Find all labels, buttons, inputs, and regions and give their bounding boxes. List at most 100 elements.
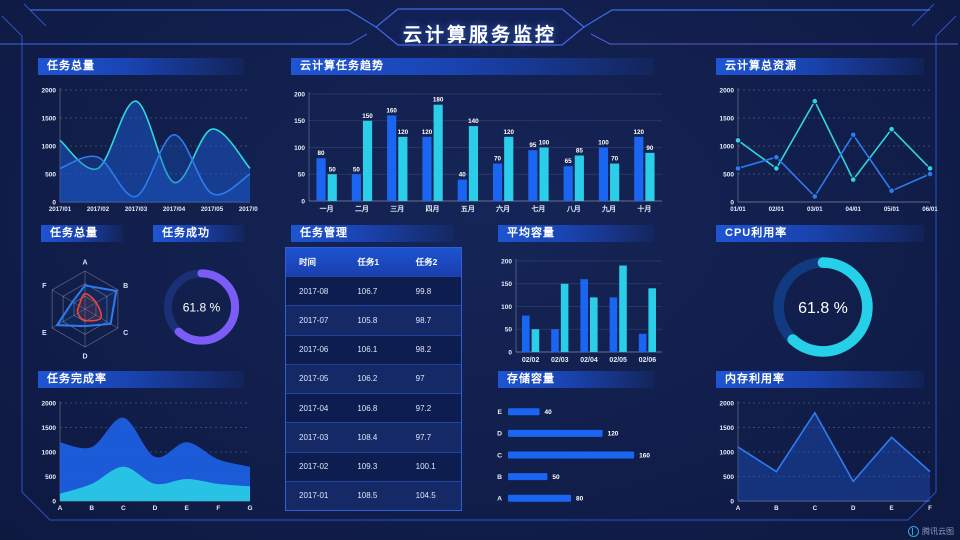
svg-text:04/01: 04/01 xyxy=(845,206,861,213)
table-cell: 2017-03 xyxy=(299,432,329,442)
svg-text:40: 40 xyxy=(545,409,553,416)
svg-text:G: G xyxy=(247,505,252,512)
svg-text:C: C xyxy=(121,505,126,512)
svg-text:500: 500 xyxy=(723,474,734,481)
svg-text:九月: 九月 xyxy=(601,204,616,213)
table-row: 2017-04 106.8 97.2 xyxy=(286,393,461,423)
table-cell: 106.1 xyxy=(357,345,378,355)
table-row: 2017-03 108.4 97.7 xyxy=(286,422,461,452)
svg-text:100: 100 xyxy=(294,145,305,152)
svg-text:1500: 1500 xyxy=(720,115,735,122)
panel-title: 任务管理 xyxy=(300,227,348,239)
svg-text:70: 70 xyxy=(494,156,502,163)
svg-text:2000: 2000 xyxy=(720,87,735,94)
svg-text:200: 200 xyxy=(294,91,305,98)
svg-text:F: F xyxy=(928,505,932,512)
svg-text:1500: 1500 xyxy=(42,115,57,122)
svg-text:八月: 八月 xyxy=(566,205,581,213)
panel-title: 任务完成率 xyxy=(47,373,107,385)
svg-text:E: E xyxy=(184,505,189,512)
table-cell: 2017-01 xyxy=(299,491,329,501)
svg-text:0: 0 xyxy=(301,198,305,205)
table-cell: 98.7 xyxy=(415,316,432,326)
panel-header-task-radar: 任务总量 xyxy=(41,225,123,242)
svg-text:D: D xyxy=(851,505,856,512)
svg-text:2017/01: 2017/01 xyxy=(49,206,72,213)
panel-header-cpu-usage: CPU利用率 xyxy=(716,225,924,242)
svg-text:2000: 2000 xyxy=(42,400,57,407)
svg-text:2017/03: 2017/03 xyxy=(125,206,148,213)
table-row: 2017-08 106.7 99.8 xyxy=(286,276,461,306)
table-cell: 2017-04 xyxy=(299,403,329,413)
panel-header-task-completion: 任务完成率 xyxy=(38,371,244,388)
panel-task-total-area: 任务总量 0 500 1000 1500 2000 2017/01 2017/02 2017/… xyxy=(30,58,262,216)
svg-text:E: E xyxy=(890,505,894,512)
panel-title: CPU利用率 xyxy=(725,227,788,239)
svg-text:七月: 七月 xyxy=(531,204,545,213)
chart-cloud-task-trend: 0 50 100 150 200 一月 80 50 二月 50 150 三月 160 120 四月 120 18… xyxy=(283,80,668,216)
svg-text:150: 150 xyxy=(294,118,305,125)
watermark-label: 腾讯云图 xyxy=(922,527,954,536)
panel-task-table: 任务管理 时间 任务1 任务2 2017-08 106.7 99.8 2017-07 105.… xyxy=(283,225,468,513)
svg-text:1500: 1500 xyxy=(720,425,735,432)
svg-text:500: 500 xyxy=(45,171,56,178)
svg-text:02/04: 02/04 xyxy=(580,357,598,364)
svg-text:1000: 1000 xyxy=(720,449,735,456)
svg-text:十月: 十月 xyxy=(637,204,651,213)
svg-text:A: A xyxy=(82,260,87,267)
svg-text:50: 50 xyxy=(505,327,513,334)
svg-text:1000: 1000 xyxy=(720,143,735,150)
tencent-cloud-watermark: 腾讯云图 xyxy=(908,526,954,537)
table-header-cell: 任务2 xyxy=(415,257,438,268)
panel-task-success: 任务成功 61.8 % xyxy=(145,225,258,367)
svg-text:A: A xyxy=(497,496,502,503)
svg-text:1000: 1000 xyxy=(42,449,57,456)
svg-text:四月: 四月 xyxy=(426,205,440,213)
svg-text:50: 50 xyxy=(552,474,560,481)
svg-text:2017/04: 2017/04 xyxy=(163,206,186,213)
panel-cpu-usage: CPU利用率 61.8 % xyxy=(708,225,938,367)
panel-header-cloud-resource: 云计算总资源 xyxy=(716,58,924,75)
svg-text:E: E xyxy=(497,409,502,416)
svg-text:C: C xyxy=(813,505,818,512)
svg-text:2000: 2000 xyxy=(720,400,735,407)
table-cell: 97.2 xyxy=(415,403,432,413)
panel-cloud-resource-total: 云计算总资源 0 500 1000 1500 2000 01/01 02/01 03/01 04… xyxy=(708,58,938,216)
svg-text:40: 40 xyxy=(459,172,467,179)
chart-memory-usage: 0 500 1000 1500 2000 A B C D E F xyxy=(708,393,938,515)
table-row: 2017-06 106.1 98.2 xyxy=(286,334,461,364)
table-cell: 108.4 xyxy=(357,432,378,442)
table-cell: 106.8 xyxy=(357,403,378,413)
svg-text:2017/06: 2017/06 xyxy=(239,206,258,213)
svg-text:120: 120 xyxy=(398,129,409,136)
svg-text:二月: 二月 xyxy=(355,205,369,213)
svg-text:五月: 五月 xyxy=(461,205,475,213)
panel-avg-capacity: 平均容量 0 50 100 150 200 02/02 02/03 02/04 02/05 02/… xyxy=(490,225,668,367)
svg-text:150: 150 xyxy=(501,281,512,288)
svg-text:B: B xyxy=(123,283,128,290)
panel-header-avg-capacity: 平均容量 xyxy=(498,225,654,242)
chart-task-total-radar: A B C D E F xyxy=(33,247,137,367)
table-cell: 100.1 xyxy=(415,462,436,472)
svg-text:六月: 六月 xyxy=(496,204,510,213)
svg-text:50: 50 xyxy=(298,172,306,179)
svg-text:150: 150 xyxy=(362,113,373,120)
table-cell: 2017-08 xyxy=(299,286,329,296)
chart-avg-capacity: 0 50 100 150 200 02/02 02/03 02/04 02/05 02/06 xyxy=(490,247,668,367)
svg-text:2017/05: 2017/05 xyxy=(201,206,224,213)
svg-text:100: 100 xyxy=(501,304,512,311)
tencent-cloud-logo-icon xyxy=(908,526,919,537)
panel-title: 任务总量 xyxy=(50,227,98,239)
svg-text:B: B xyxy=(497,474,502,481)
svg-text:02/05: 02/05 xyxy=(609,357,627,364)
svg-text:D: D xyxy=(497,431,502,438)
table-cell: 97.7 xyxy=(415,432,432,442)
panel-header-cloud-task-trend: 云计算任务趋势 xyxy=(291,58,654,75)
svg-text:A: A xyxy=(58,505,63,512)
panel-header-storage-capacity: 存储容量 xyxy=(498,371,654,388)
panel-header-task-total: 任务总量 xyxy=(38,58,244,75)
svg-text:100: 100 xyxy=(598,140,609,147)
panel-title: 存储容量 xyxy=(507,373,555,385)
svg-text:100: 100 xyxy=(539,140,550,147)
svg-text:80: 80 xyxy=(318,150,326,157)
